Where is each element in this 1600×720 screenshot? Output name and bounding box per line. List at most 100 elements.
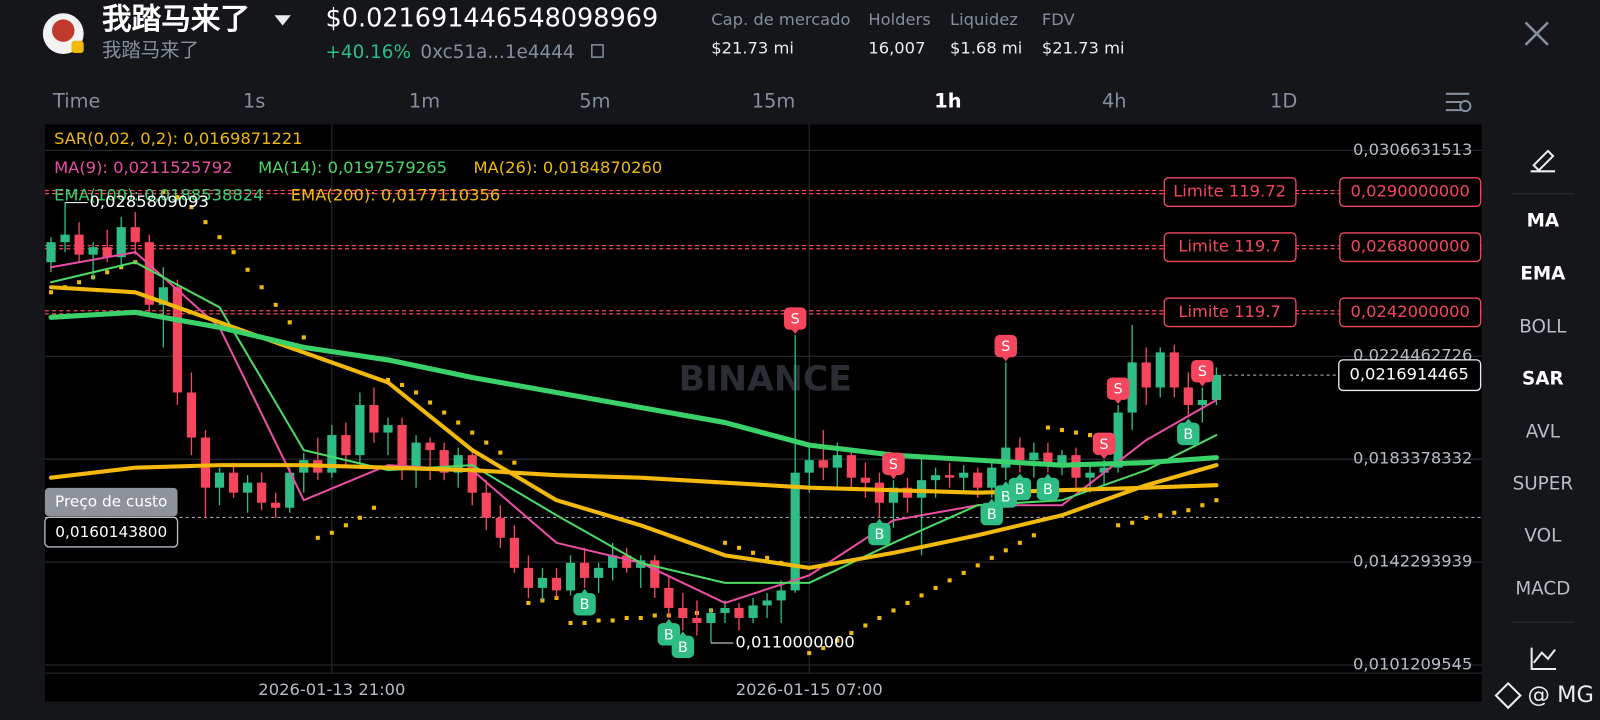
candle-body bbox=[1183, 387, 1193, 406]
indicator-chart-icon[interactable] bbox=[1530, 647, 1557, 671]
candle-body bbox=[369, 405, 379, 433]
order-label: Limite 119.7 bbox=[1178, 237, 1280, 256]
sar-dot bbox=[933, 585, 938, 590]
sar-dot bbox=[1017, 540, 1022, 545]
candle-body bbox=[931, 475, 941, 481]
trade-marker[interactable] bbox=[1106, 377, 1130, 400]
indicator-toggle[interactable]: EMA bbox=[1520, 263, 1566, 284]
candle-body bbox=[214, 472, 225, 488]
x-tick-label: 2026-01-13 21:00 bbox=[258, 680, 405, 699]
close-button[interactable] bbox=[1524, 21, 1549, 46]
timeframe-tab[interactable]: Time bbox=[52, 89, 100, 112]
timeframe-tab[interactable]: 1m bbox=[409, 89, 440, 112]
x-tick-label: 2026-01-15 07:00 bbox=[736, 680, 883, 699]
sar-dot bbox=[371, 505, 376, 510]
trade-side: B bbox=[678, 640, 688, 656]
candle-body bbox=[130, 227, 140, 243]
trade-pointer bbox=[791, 328, 800, 334]
candle-body bbox=[650, 560, 660, 588]
chain-badge bbox=[71, 40, 84, 54]
indicator-toggle[interactable]: SUPER bbox=[1513, 473, 1574, 494]
timeframe-tab[interactable]: 15m bbox=[752, 89, 796, 112]
sar-dot bbox=[484, 440, 489, 445]
candle-body bbox=[1169, 352, 1179, 388]
order-price: 0,0290000000 bbox=[1351, 182, 1470, 201]
candle-body bbox=[916, 480, 927, 498]
dropdown-caret[interactable] bbox=[274, 15, 291, 26]
sar-dot bbox=[1045, 425, 1050, 430]
candle-body bbox=[523, 567, 533, 588]
candle-body bbox=[116, 227, 126, 258]
y-tick-label: 0,0142293939 bbox=[1353, 552, 1472, 571]
token-name[interactable]: 我踏马来了 bbox=[102, 2, 250, 36]
sar-dot bbox=[877, 615, 882, 621]
order-price-box bbox=[1339, 297, 1482, 328]
candle-body bbox=[88, 247, 98, 255]
chart-settings-icon[interactable] bbox=[1445, 92, 1472, 113]
indicator-toggle[interactable]: MACD bbox=[1515, 578, 1570, 599]
trade-marker[interactable] bbox=[1008, 477, 1032, 501]
trade-marker[interactable] bbox=[573, 593, 596, 616]
candle-body bbox=[439, 450, 449, 473]
sar-dot bbox=[231, 250, 236, 255]
candle-body bbox=[748, 605, 758, 618]
candle-body bbox=[1085, 472, 1095, 478]
copy-icon[interactable] bbox=[591, 44, 604, 58]
cost-price: 0,0160143800 bbox=[55, 523, 167, 541]
timeframe-tab[interactable]: 1s bbox=[243, 89, 265, 112]
order-price-box bbox=[1339, 177, 1482, 208]
indicator-toggle[interactable]: SAR bbox=[1522, 368, 1564, 389]
sar-dot bbox=[1059, 428, 1064, 433]
timeframe-tab[interactable]: 1h bbox=[934, 89, 961, 112]
timeframe-tab[interactable]: 4h bbox=[1102, 89, 1127, 112]
trade-pointer bbox=[1001, 356, 1010, 362]
indicator-toggle[interactable]: MA bbox=[1527, 210, 1560, 231]
stat-label: Holders bbox=[868, 10, 930, 29]
sar-dot bbox=[77, 280, 82, 285]
sar-dot bbox=[329, 530, 334, 535]
candle-body bbox=[102, 247, 112, 258]
candle-body bbox=[1197, 400, 1207, 406]
timeframe-tab[interactable]: 1D bbox=[1270, 89, 1297, 112]
trade-marker[interactable] bbox=[994, 334, 1018, 358]
trade-marker[interactable] bbox=[1092, 432, 1116, 456]
trade-side: S bbox=[1198, 364, 1207, 380]
cost-title: Preço de custo bbox=[55, 493, 167, 511]
candle-body bbox=[453, 455, 463, 473]
order-box[interactable] bbox=[1163, 177, 1297, 208]
sar-dot bbox=[821, 645, 826, 651]
trade-marker[interactable] bbox=[1036, 477, 1060, 501]
indicator-toggle[interactable]: BOLL bbox=[1519, 316, 1567, 337]
trade-marker[interactable] bbox=[671, 635, 695, 659]
candle-body bbox=[481, 492, 491, 518]
draw-tool-icon[interactable] bbox=[1530, 149, 1556, 173]
order-box[interactable] bbox=[1163, 232, 1297, 263]
trade-pointer bbox=[1114, 398, 1123, 404]
extreme-label: 0,0285809093 bbox=[90, 192, 209, 211]
timeframe-tab[interactable]: 5m bbox=[579, 89, 610, 112]
indicator-toggle[interactable]: VOL bbox=[1524, 525, 1562, 546]
candle-body bbox=[692, 617, 702, 623]
trade-pointer bbox=[1043, 473, 1052, 479]
stat-value: $1.68 mi bbox=[950, 38, 1022, 57]
order-box[interactable] bbox=[1163, 297, 1297, 328]
sar-dot bbox=[456, 420, 461, 425]
candle-body bbox=[832, 455, 842, 468]
trade-marker[interactable] bbox=[1177, 422, 1200, 446]
indicator-toggle[interactable]: AVL bbox=[1526, 421, 1561, 442]
stat-label: Cap. de mercado bbox=[711, 10, 850, 29]
trade-marker[interactable] bbox=[882, 452, 905, 476]
indicator-legend: EMA(200): 0,0177110356 bbox=[291, 185, 500, 204]
trade-marker[interactable] bbox=[1191, 359, 1214, 383]
trade-marker[interactable] bbox=[980, 502, 1003, 526]
sar-dot bbox=[863, 623, 868, 628]
trade-marker[interactable] bbox=[783, 307, 807, 330]
trade-marker[interactable] bbox=[868, 522, 891, 546]
sar-dot bbox=[442, 410, 447, 415]
sar-dot bbox=[947, 578, 952, 583]
candle-body bbox=[1141, 362, 1151, 388]
cost-price-box bbox=[44, 516, 179, 548]
stat-value: 16,007 bbox=[868, 38, 925, 57]
